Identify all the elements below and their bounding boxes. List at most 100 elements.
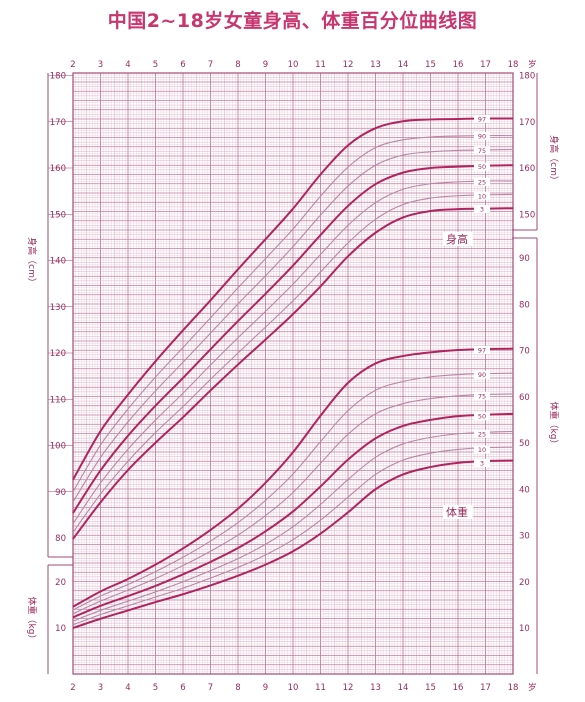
weight-tick-right: 10 [519,624,530,634]
x-tick-label-bottom: 12 [343,683,354,693]
x-tick-label-top: 9 [263,60,268,70]
height-percentile-label-p75: 75 [478,147,486,155]
weight-curve-p10 [72,446,514,626]
height-axis-title-left: 身高（cm） [26,237,38,287]
height-percentile-label-bg [474,191,490,200]
weight-percentile-label-bg [474,346,490,355]
weight-tick-right: 30 [519,532,530,542]
weight-curve-label: 体重 [446,505,468,519]
weight-percentile-label-bg [474,412,490,421]
x-tick-label-top: 5 [153,60,158,70]
x-tick-label-top: 14 [398,60,409,70]
weight-tick-right: 80 [519,300,530,310]
weight-curve-p50 [72,412,514,619]
x-tick-label-bottom: 15 [425,683,436,693]
chart-title: 中国2~18岁女童身高、体重百分位曲线图 [107,10,478,32]
x-tick-label-top: 8 [235,60,240,70]
x-tick-label-bottom: 3 [98,683,103,693]
height-percentile-label-p3: 3 [480,206,484,214]
height-percentile-label-p10: 10 [478,192,486,200]
height-percentile-label-p25: 25 [478,178,486,186]
x-tick-label-top: 16 [453,60,464,70]
x-tick-label-top: 3 [98,60,103,70]
height-curve-p50 [72,164,514,514]
x-tick-label-bottom: 10 [288,683,299,693]
x-tick-label-bottom: 13 [370,683,381,693]
height-curve-p25 [72,180,514,524]
x-tick-label-top: 18 [508,60,519,70]
x-tick-label-bottom: 17 [480,683,491,693]
weight-curve-p90 [72,372,514,611]
axis-labels: 2 2 3 3 4 4 5 5 6 6 7 7 8 8 9 9 10 10 11 11 12 12 13 13 14 14 15 15… [26,59,560,693]
height-tick-right: 180 [519,72,535,82]
x-tick-label-bottom: 6 [180,683,185,693]
x-tick-label-top: 7 [208,60,213,70]
x-tick-label-bottom: 14 [398,683,409,693]
x-tick-label-bottom: 8 [235,683,240,693]
height-curve-p10 [72,193,514,533]
height-tick-left: 150 [50,210,66,220]
weight-percentile-label-bg [474,458,490,467]
x-tick-label-bottom: 18 [508,683,519,693]
weight-axis-title-right: 体重（kg） [548,402,560,449]
weight-percentile-label-p75: 75 [478,392,486,400]
x-tick-label-top: 6 [180,60,185,70]
weight-tick-left: 10 [55,624,66,634]
height-tick-left: 100 [50,442,66,452]
height-tick-right: 170 [519,118,535,128]
height-percentile-label-bg [474,146,490,155]
x-tick-label-bottom: 9 [263,683,268,693]
height-curve-p90 [72,135,514,493]
height-percentile-label-p50: 50 [478,163,486,171]
height-percentile-label-p97: 97 [478,115,486,123]
curves [72,114,514,629]
x-tick-label-bottom: 16 [453,683,464,693]
x-tick-label-top: 13 [370,60,381,70]
height-tick-left: 170 [50,118,66,128]
weight-percentile-label-p10: 10 [478,446,486,454]
weight-tick-right: 90 [519,254,530,264]
height-percentile-label-p90: 90 [478,133,486,141]
x-tick-label-top: 2 [70,60,75,70]
weight-tick-right: 40 [519,485,530,495]
grid [72,73,514,675]
x-axis-unit-top: 岁 [528,59,537,70]
height-curve-p3 [72,207,514,540]
x-tick-label-bottom: 7 [208,683,213,693]
height-percentile-label-bg [474,162,490,171]
x-tick-label-bottom: 4 [125,683,130,693]
x-axis-unit-bottom: 岁 [528,682,537,693]
height-axis-title-right: 身高（cm） [548,135,560,185]
weight-curve-label-bg [443,505,473,519]
weight-curve-p75 [72,393,514,615]
height-percentile-label-bg [474,205,490,214]
height-percentile-label-bg [474,177,490,186]
height-tick-left: 140 [50,257,66,267]
height-tick-left: 130 [50,303,66,313]
height-curve-p97 [72,117,514,481]
height-curve-label-bg [443,232,473,246]
weight-curve-p25 [72,430,514,622]
weight-tick-right: 20 [519,578,530,588]
weight-axis-title-left: 体重（kg） [26,597,38,644]
weight-tick-right: 70 [519,347,530,357]
height-tick-left: 90 [55,488,66,498]
x-tick-label-top: 11 [315,60,326,70]
weight-curve-p97 [72,347,514,608]
x-tick-label-top: 15 [425,60,436,70]
x-tick-label-bottom: 11 [315,683,326,693]
height-curve-p75 [72,148,514,503]
x-tick-label-top: 12 [343,60,354,70]
x-tick-label-bottom: 2 [70,683,75,693]
x-tick-label-top: 10 [288,60,299,70]
weight-percentile-label-p97: 97 [478,347,486,355]
weight-percentile-label-bg [474,445,490,454]
height-tick-right: 150 [519,210,535,220]
weight-tick-left: 20 [55,578,66,588]
weight-tick-right: 50 [519,439,530,449]
weight-percentile-label-bg [474,429,490,438]
height-percentile-label-bg [474,114,490,123]
height-tick-left: 180 [50,72,66,82]
weight-percentile-label-bg [474,370,490,379]
height-tick-left: 110 [50,395,66,405]
